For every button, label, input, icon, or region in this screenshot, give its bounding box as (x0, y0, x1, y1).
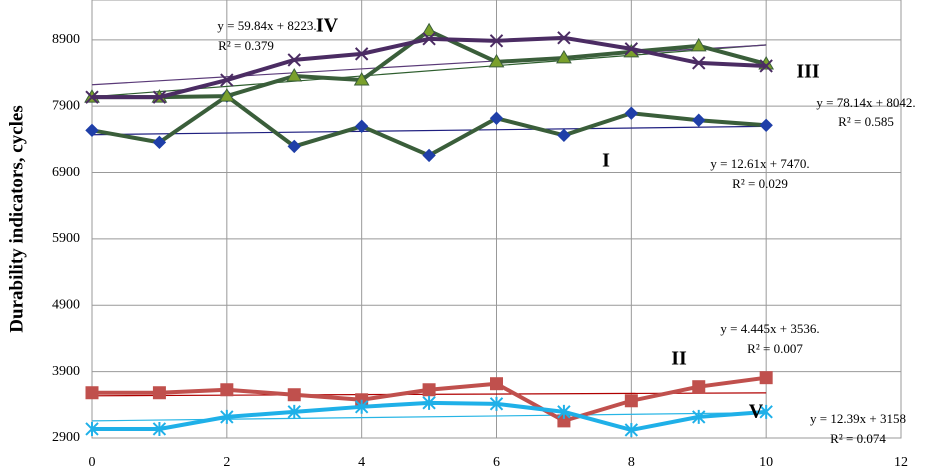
marker (152, 90, 167, 104)
y-tick-label: 4900 (52, 297, 80, 312)
marker (287, 53, 301, 67)
marker (759, 118, 773, 133)
trend-r2: R² = 0.074 (830, 431, 886, 446)
marker (354, 47, 369, 61)
marker (690, 37, 707, 52)
marker (85, 90, 99, 104)
series-name: V (749, 401, 764, 423)
marker (422, 395, 436, 410)
trend-equation: y = 4.445x + 3536. (720, 321, 819, 336)
marker (85, 421, 99, 436)
trend-equation: y = 12.39x + 3158 (810, 411, 906, 426)
marker (287, 388, 301, 402)
trend-equation: y = 12.61x + 7470. (710, 156, 809, 171)
trend-r2: R² = 0.029 (732, 176, 788, 191)
marker (422, 32, 436, 46)
x-tick-label: 4 (358, 455, 365, 470)
marker (556, 49, 572, 64)
marker (624, 106, 639, 120)
x-tick-label: 12 (894, 455, 908, 470)
marker (489, 34, 504, 48)
marker (220, 383, 234, 397)
trend-r2: R² = 0.585 (838, 114, 894, 129)
marker (218, 88, 235, 102)
series-name: I (602, 150, 610, 172)
series-name: III (796, 61, 820, 83)
marker (624, 394, 638, 408)
marker (624, 422, 639, 437)
marker (624, 42, 639, 56)
marker (692, 113, 706, 127)
y-tick-label: 2900 (52, 430, 80, 445)
marker (489, 111, 504, 125)
marker (422, 148, 436, 163)
marker (759, 59, 773, 73)
y-tick-label: 5900 (52, 231, 80, 246)
marker (692, 380, 706, 394)
marker (759, 371, 773, 385)
marker (220, 409, 234, 424)
marker (422, 383, 436, 397)
marker (287, 139, 301, 154)
marker (286, 67, 303, 82)
marker (557, 31, 571, 45)
y-tick-label: 3900 (52, 364, 80, 379)
trend-equation: y = 59.84x + 8223. (217, 18, 316, 33)
marker (759, 404, 773, 419)
marker (489, 396, 504, 411)
marker (287, 404, 301, 419)
y-axis-label: Durability indicators, cycles (6, 105, 27, 332)
x-tick-label: 0 (89, 455, 96, 470)
trend-r2: R² = 0.007 (747, 341, 803, 356)
y-tick-label: 8900 (52, 32, 80, 47)
y-tick-label: 7900 (52, 98, 80, 113)
x-tick-label: 10 (759, 455, 773, 470)
marker (354, 119, 369, 133)
marker (557, 128, 571, 143)
marker (152, 421, 167, 436)
marker (220, 73, 234, 87)
marker (354, 399, 369, 414)
y-tick-label: 6900 (52, 165, 80, 180)
marker (152, 386, 166, 400)
x-tick-label: 8 (628, 455, 635, 470)
marker (557, 404, 571, 419)
marker (85, 123, 99, 138)
marker (421, 22, 437, 37)
marker (152, 135, 167, 150)
x-tick-label: 2 (223, 455, 230, 470)
series-name: II (671, 348, 687, 370)
marker (490, 377, 503, 391)
marker (692, 56, 706, 70)
marker (488, 53, 505, 68)
trend-r2: R² = 0.379 (218, 38, 274, 53)
trend-equation: y = 78.14x + 8042. (816, 95, 915, 110)
marker (692, 409, 706, 424)
series-name: IV (316, 15, 339, 37)
trend-line (91, 125, 767, 136)
marker (85, 386, 99, 400)
marker (353, 72, 370, 86)
x-tick-label: 6 (493, 455, 500, 470)
